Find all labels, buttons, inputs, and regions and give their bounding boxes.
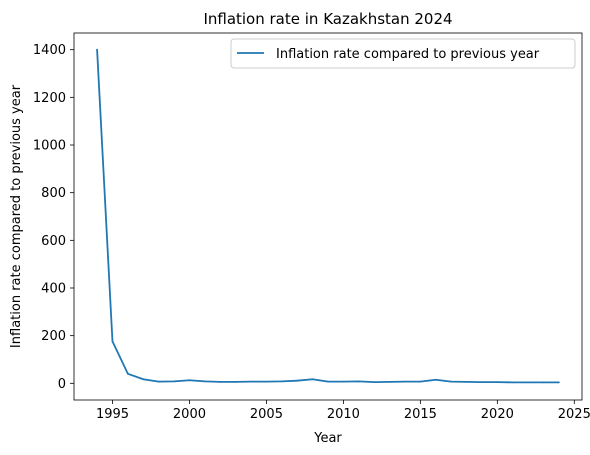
data-point [373,381,376,384]
data-point [558,381,560,384]
x-tick-label: 2005 [250,407,283,422]
y-tick-label: 600 [41,234,66,249]
x-tick-label: 2015 [404,407,437,422]
y-tick-label: 0 [58,377,66,392]
x-tick-label: 2020 [481,407,514,422]
plot-frame [73,32,583,401]
data-point [188,379,191,382]
data-point [157,380,160,383]
x-tick-label: 2025 [558,407,590,422]
data-point [96,48,98,51]
data-point [404,380,406,383]
legend-label: Inflation rate compared to previous year [276,47,540,62]
data-point [311,378,314,381]
data-point [142,378,145,381]
data-point [296,379,299,382]
data-point [126,372,129,375]
data-point [511,381,514,384]
x-axis-label: Year [313,431,342,446]
data-point [481,381,483,384]
data-point [450,380,453,383]
data-point [357,380,360,383]
x-tick-label: 1995 [96,407,129,422]
data-point [327,380,329,383]
y-tick-label: 1000 [33,139,66,154]
x-axis: 1995 2000 2005 2010 2015 2020 2025 [96,400,590,422]
data-point [234,380,237,383]
data-point [496,381,499,384]
data-point [111,340,114,343]
series-layer [96,48,560,384]
y-tick-label: 200 [41,329,66,344]
x-tick-label: 2000 [173,407,206,422]
data-point [465,380,468,383]
data-point [219,380,222,383]
data-point [265,380,268,383]
y-tick-label: 1400 [33,43,66,58]
plot-area [73,32,583,401]
chart-title: Inflation rate in Kazakhstan 2024 [203,10,452,28]
legend-box [230,38,576,69]
data-point [542,381,545,384]
x-tick-label: 2010 [327,407,360,422]
y-tick-label: 1200 [33,91,66,106]
data-point [342,380,345,383]
series-line [96,49,559,384]
data-point [527,381,530,384]
data-point [173,380,175,383]
data-point [434,378,437,381]
y-tick-label: 800 [41,186,66,201]
y-axis: 0 200 400 600 800 1000 1200 1400 [33,43,74,392]
legend: Inflation rate compared to previous year [230,38,576,69]
y-axis-label: Inflation rate compared to previous year [9,84,24,348]
data-point [419,380,422,383]
y-tick-label: 400 [41,281,66,296]
data-point [250,380,252,383]
data-point [203,380,206,383]
data-point [280,380,283,383]
data-point [388,380,391,383]
